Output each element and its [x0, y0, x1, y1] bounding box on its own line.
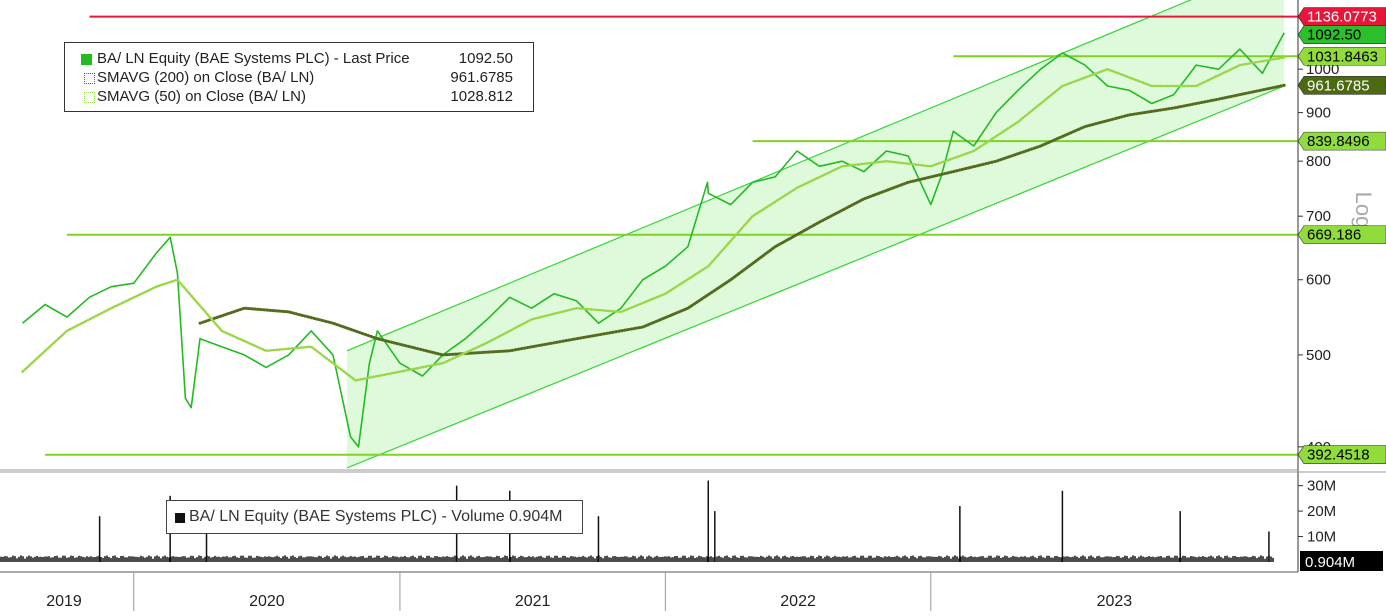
price-axis-tick-label: 700: [1306, 208, 1331, 225]
sma50-swatch-icon: [84, 92, 95, 103]
volume-value-tag-label: 0.904M: [1305, 554, 1355, 571]
year-label-2023: 2023: [1097, 593, 1133, 610]
value-tag-label-5: 669.186: [1307, 227, 1361, 244]
price-swatch-icon: [81, 54, 92, 65]
price-legend: BA/ LN Equity (BAE Systems PLC) - Last P…: [64, 42, 534, 112]
volume-axis-tick-label: 20M: [1307, 503, 1336, 520]
volume-swatch-icon: [175, 513, 185, 523]
year-label-2020: 2020: [249, 593, 285, 610]
year-label-2022: 2022: [780, 593, 816, 610]
price-axis-tick-label: 600: [1306, 272, 1331, 289]
value-tag-label-3: 961.6785: [1307, 77, 1370, 94]
legend-sma200-value: 961.6785: [450, 69, 513, 86]
value-tag-3: [1297, 75, 1386, 95]
legend-price-value: 1092.50: [458, 50, 513, 67]
value-tag-6: [1297, 445, 1386, 465]
trend-channel-lower-line: [346, 85, 1285, 469]
sma200-swatch-icon: [84, 73, 95, 84]
log-axis-label: Log: [1351, 192, 1376, 229]
legend-sma200-label: SMAVG (200) on Close (BA/ LN): [97, 69, 315, 86]
price-axis-tick-label: 500: [1306, 347, 1331, 364]
value-tag-5: [1297, 225, 1386, 245]
volume-legend-label: BA/ LN Equity (BAE Systems PLC) - Volume…: [189, 508, 563, 525]
value-tag-label-1: 1092.50: [1307, 27, 1361, 44]
value-tag-label-6: 392.4518: [1307, 447, 1370, 464]
value-tag-label-4: 839.8496: [1307, 133, 1370, 150]
price-axis-tick-label: 800: [1306, 153, 1331, 170]
volume-bars: [0, 555, 1274, 562]
legend-sma50-value: 1028.812: [450, 88, 513, 105]
value-tag-label-0: 1136.0773: [1307, 9, 1377, 26]
trend-channel-upper-line: [346, 0, 1193, 352]
volume-legend: BA/ LN Equity (BAE Systems PLC) - Volume…: [166, 500, 583, 534]
value-tag-label-2: 1031.8463: [1307, 48, 1378, 65]
legend-price-label: BA/ LN Equity (BAE Systems PLC) - Last P…: [97, 50, 410, 67]
value-tag-1: [1297, 25, 1386, 45]
value-tag-2: [1297, 46, 1386, 66]
sma50-line: [21, 56, 1286, 382]
price-axis-tick-label: 900: [1306, 105, 1331, 122]
year-label-2021: 2021: [515, 593, 551, 610]
price-line: [21, 32, 1285, 448]
value-tag-4: [1297, 131, 1386, 151]
sma200-line: [198, 83, 1286, 357]
year-label-2019: 2019: [46, 593, 82, 610]
value-tag-0: [1297, 7, 1386, 26]
volume-axis-tick-label: 10M: [1307, 529, 1336, 546]
legend-sma50-label: SMAVG (50) on Close (BA/ LN): [97, 88, 306, 105]
volume-axis-tick-label: 30M: [1307, 478, 1336, 495]
volume-value-tag: [1300, 551, 1383, 571]
